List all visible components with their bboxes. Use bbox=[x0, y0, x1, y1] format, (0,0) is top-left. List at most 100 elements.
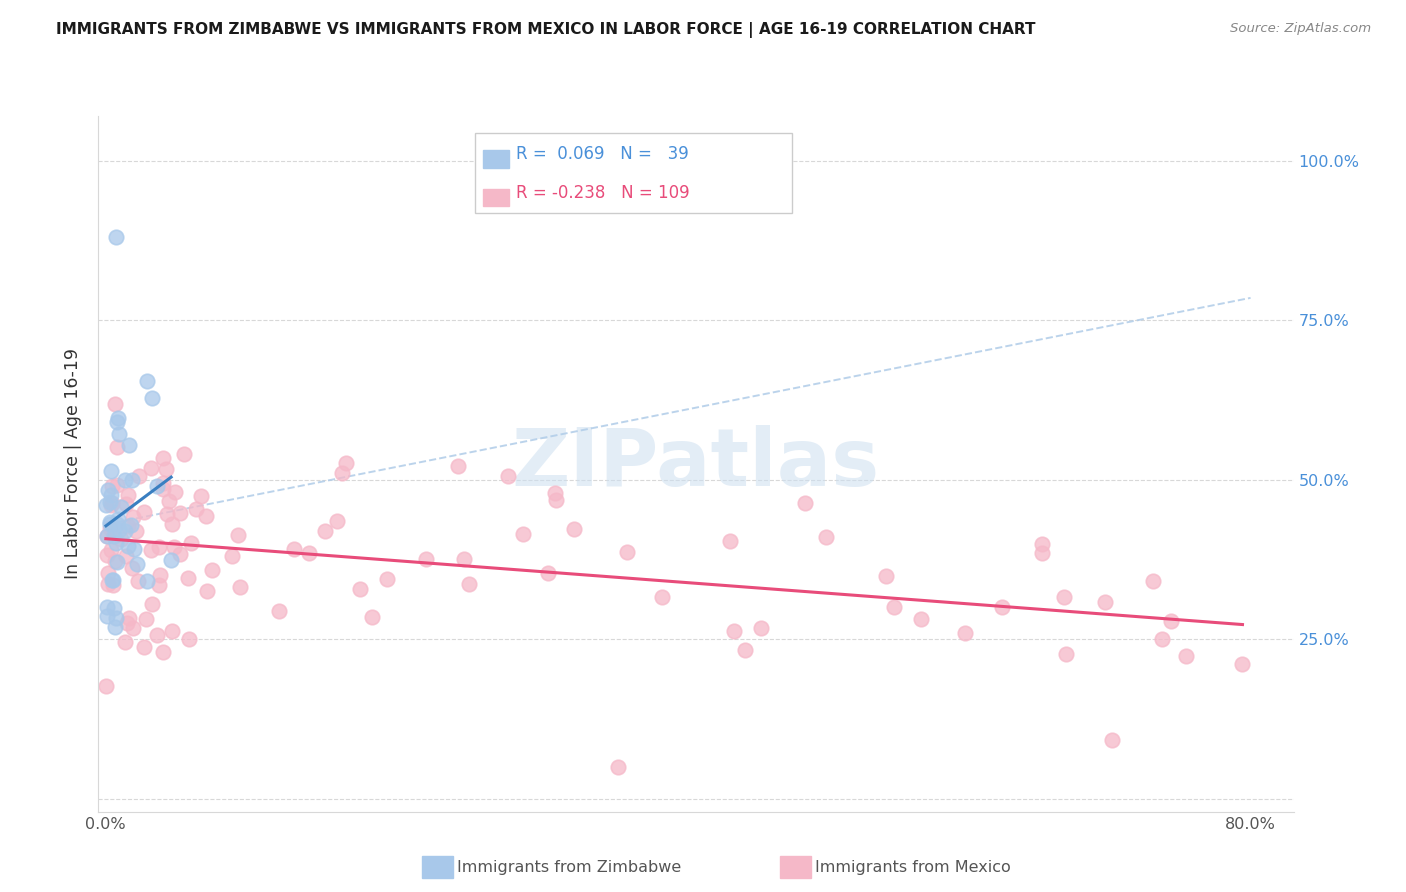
Point bbox=[146, 479, 169, 493]
Point bbox=[152, 476, 174, 491]
Point bbox=[139, 543, 162, 558]
Point bbox=[115, 549, 138, 563]
Point bbox=[1232, 657, 1254, 672]
Point bbox=[283, 542, 305, 557]
Point bbox=[152, 450, 174, 465]
Point bbox=[145, 628, 167, 642]
Point bbox=[105, 610, 128, 624]
Point bbox=[108, 427, 131, 442]
Point bbox=[135, 375, 157, 389]
Point bbox=[148, 540, 170, 554]
Point bbox=[991, 600, 1014, 615]
Point bbox=[98, 515, 121, 529]
Point bbox=[794, 496, 817, 510]
Point bbox=[96, 600, 118, 615]
Y-axis label: In Labor Force | Age 16-19: In Labor Force | Age 16-19 bbox=[65, 349, 83, 579]
Point bbox=[121, 473, 143, 487]
Point bbox=[105, 478, 128, 492]
Point bbox=[101, 479, 124, 493]
Point bbox=[120, 518, 142, 533]
Point bbox=[606, 760, 628, 774]
Point bbox=[1094, 595, 1116, 609]
Point bbox=[1052, 591, 1074, 605]
Point bbox=[148, 578, 170, 592]
Point bbox=[564, 523, 586, 537]
Point bbox=[157, 494, 180, 508]
Point bbox=[226, 528, 249, 542]
Point bbox=[537, 566, 560, 580]
Point bbox=[107, 511, 129, 525]
Point bbox=[105, 440, 128, 454]
Point bbox=[458, 577, 481, 591]
Point bbox=[149, 568, 172, 582]
Point bbox=[1054, 647, 1077, 661]
Point bbox=[330, 466, 353, 480]
Point bbox=[544, 486, 567, 500]
Point bbox=[361, 610, 384, 624]
Point bbox=[97, 577, 120, 591]
Point bbox=[875, 568, 897, 582]
Point bbox=[114, 635, 136, 649]
Point bbox=[103, 600, 125, 615]
Point bbox=[108, 523, 131, 537]
Point bbox=[298, 546, 321, 560]
Point bbox=[104, 536, 127, 550]
Point bbox=[180, 536, 202, 550]
Point bbox=[103, 529, 125, 543]
Point bbox=[103, 577, 125, 591]
Point bbox=[165, 484, 187, 499]
Point bbox=[121, 621, 143, 635]
Point bbox=[814, 530, 837, 544]
Point bbox=[723, 624, 745, 638]
Point bbox=[115, 616, 138, 631]
Point bbox=[375, 572, 398, 586]
Point bbox=[616, 545, 638, 559]
Point bbox=[267, 604, 290, 618]
Point bbox=[96, 608, 118, 623]
Point bbox=[141, 597, 163, 611]
Point bbox=[160, 553, 183, 567]
Point bbox=[104, 619, 127, 633]
Text: Source: ZipAtlas.com: Source: ZipAtlas.com bbox=[1230, 22, 1371, 36]
Point bbox=[114, 497, 136, 511]
Point bbox=[651, 591, 673, 605]
Point bbox=[169, 506, 191, 520]
Point bbox=[94, 498, 117, 512]
Point bbox=[114, 473, 136, 487]
Point bbox=[107, 516, 129, 531]
Point bbox=[415, 552, 437, 566]
Point bbox=[141, 391, 163, 405]
Point bbox=[173, 447, 195, 461]
Point bbox=[101, 496, 124, 510]
Point bbox=[96, 528, 118, 542]
Point bbox=[103, 573, 125, 587]
Point bbox=[162, 517, 184, 532]
Point bbox=[335, 456, 357, 470]
Point bbox=[117, 488, 139, 502]
Point bbox=[97, 483, 120, 497]
Point bbox=[1152, 632, 1174, 647]
Point bbox=[125, 524, 148, 538]
Point bbox=[453, 552, 475, 566]
Point bbox=[496, 469, 519, 483]
Point bbox=[221, 549, 243, 563]
Text: R = -0.238   N = 109: R = -0.238 N = 109 bbox=[516, 184, 689, 202]
Point bbox=[96, 548, 118, 562]
Point bbox=[1031, 537, 1053, 551]
Point bbox=[152, 645, 174, 659]
Point bbox=[132, 640, 155, 654]
Point bbox=[169, 547, 191, 561]
Text: Immigrants from Mexico: Immigrants from Mexico bbox=[815, 860, 1011, 874]
Point bbox=[734, 642, 756, 657]
Point bbox=[184, 501, 207, 516]
Point bbox=[104, 554, 127, 568]
Point bbox=[100, 521, 122, 535]
Text: R =  0.069   N =   39: R = 0.069 N = 39 bbox=[516, 145, 689, 163]
Point bbox=[1031, 546, 1053, 560]
Point bbox=[110, 532, 132, 546]
Point bbox=[125, 557, 148, 571]
Point bbox=[104, 230, 127, 244]
Point bbox=[132, 505, 155, 519]
Point bbox=[546, 492, 568, 507]
Point bbox=[105, 555, 128, 569]
